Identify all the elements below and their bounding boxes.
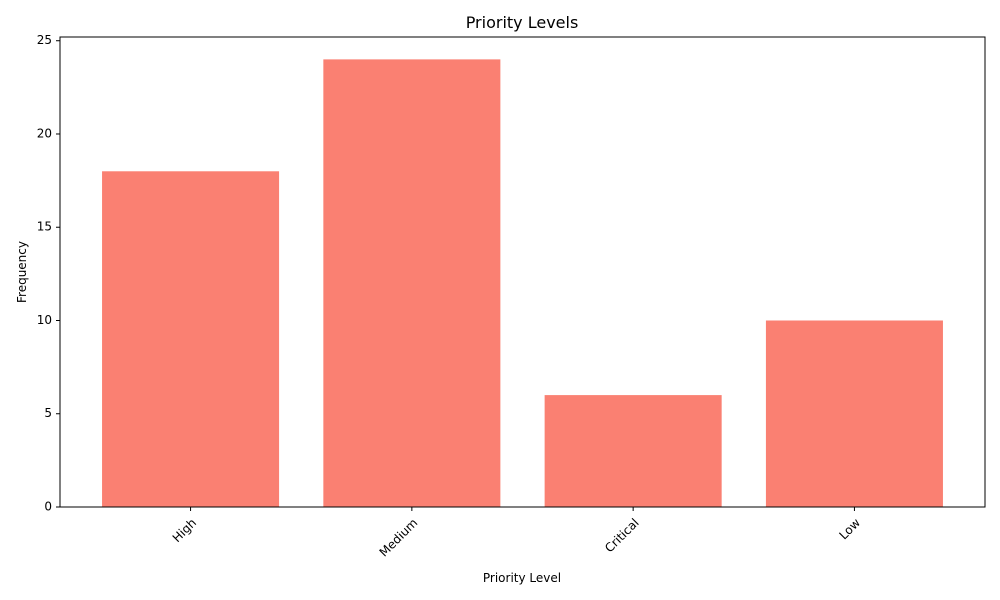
plot-frame bbox=[59, 36, 986, 508]
y-axis-ticks: 0 5 10 15 20 25 bbox=[37, 33, 60, 514]
y-axis-label: Frequency bbox=[15, 241, 29, 303]
x-tick-label: Low bbox=[836, 516, 863, 543]
bar-high bbox=[102, 171, 280, 508]
y-tick-label: 0 bbox=[44, 500, 52, 514]
y-tick-label: 20 bbox=[37, 126, 52, 140]
y-tick-label: 10 bbox=[37, 313, 52, 327]
x-tick-label: Medium bbox=[377, 516, 421, 560]
x-axis-ticks: High Medium Critical Low bbox=[170, 507, 863, 560]
x-tick-label: High bbox=[170, 516, 199, 545]
bar-low bbox=[765, 320, 943, 507]
bars-group bbox=[102, 59, 943, 508]
x-tick-label: Critical bbox=[602, 516, 642, 556]
y-tick-label: 5 bbox=[44, 406, 52, 420]
bar-critical bbox=[544, 395, 722, 507]
y-tick-label: 15 bbox=[37, 220, 52, 234]
bar-medium bbox=[323, 59, 501, 507]
x-axis-label: Priority Level bbox=[483, 571, 561, 585]
chart-title: Priority Levels bbox=[466, 13, 579, 32]
y-tick-label: 25 bbox=[37, 33, 52, 47]
